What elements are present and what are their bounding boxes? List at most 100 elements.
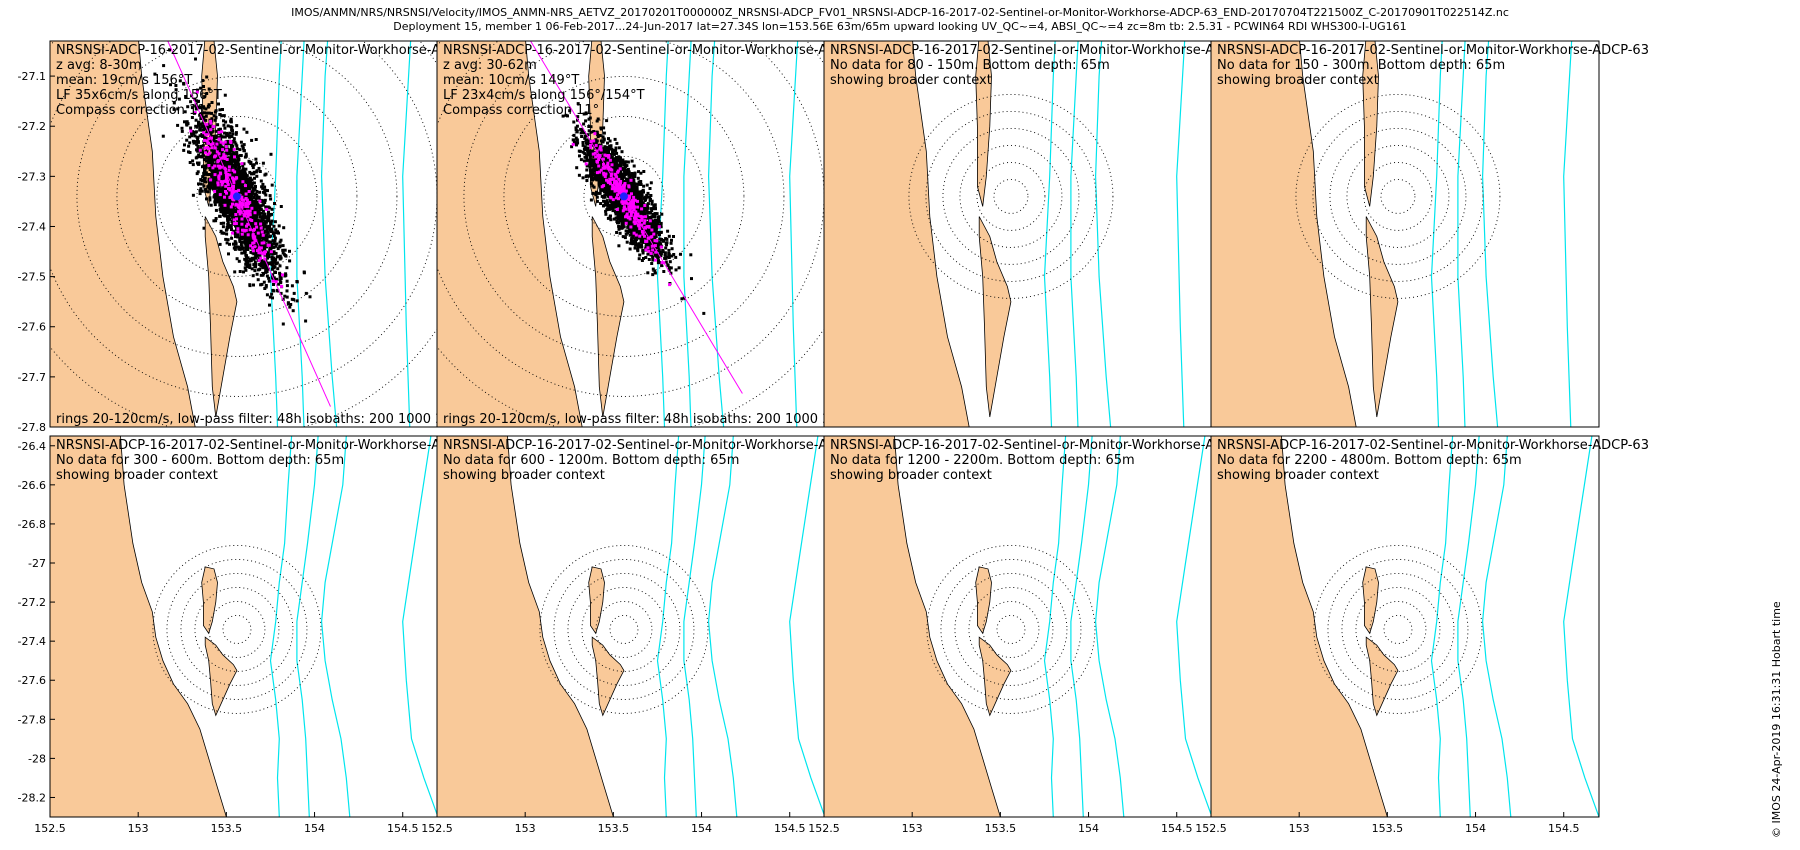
velocity-ring [976, 161, 1046, 231]
panel-text-line: No data for 300 - 600m. Bottom depth: 65… [56, 453, 344, 468]
mainland [1211, 436, 1388, 817]
deployment-info-line: Deployment 15, member 1 06-Feb-2017...24… [393, 20, 1407, 33]
mainland [824, 41, 970, 427]
isobath-0 [269, 436, 293, 817]
velocity-ring [968, 586, 1054, 672]
velocity-ring [1312, 110, 1484, 282]
x-tick-label: 154 [691, 822, 712, 835]
panel-text-line: NRSNSI-ADCP-16-2017-02-Sentinel-or-Monit… [830, 438, 1262, 453]
isobath-1 [1070, 41, 1079, 427]
panel-text-line: NRSNSI-ADCP-16-2017-02-Sentinel-or-Monit… [443, 438, 875, 453]
y-tick-label: -27.7 [18, 371, 46, 384]
axes-frame [1210, 435, 1600, 818]
mainland [437, 436, 614, 817]
y-tick-label: -27.4 [18, 220, 46, 233]
y-tick-label: -27.8 [18, 421, 46, 434]
panel-text-line: NRSNSI-ADCP-16-2017-02-Sentinel-or-Monit… [56, 438, 488, 453]
velocity-ring [194, 586, 280, 672]
velocity-ring [954, 572, 1068, 686]
velocity-ring [1383, 614, 1413, 644]
panel-text-line: mean: 19cm/s 156°T [56, 73, 192, 88]
panel-text-line: Compass correction 11° [56, 103, 212, 118]
panel-text-line: showing broader context [56, 468, 218, 483]
y-tick-label: -28 [28, 752, 46, 765]
isobath-2 [1481, 41, 1499, 427]
velocity-ring [553, 558, 695, 700]
island [1365, 216, 1399, 418]
mainland [1211, 41, 1357, 427]
island [588, 566, 605, 635]
mainland [50, 41, 196, 427]
isobath-3 [402, 436, 438, 817]
panel-5: NRSNSI-ADCP-16-2017-02-Sentinel-or-Monit… [18, 435, 488, 835]
x-tick-label: 154.5 [1548, 822, 1580, 835]
mean-vector-marker [619, 192, 628, 201]
isobath-2 [1094, 436, 1125, 817]
velocity-ring [1295, 93, 1501, 299]
y-tick-label: -27.4 [18, 635, 46, 648]
velocity-ring [543, 115, 705, 277]
isobath-0 [1043, 436, 1067, 817]
x-tick-label: 154.5 [1161, 822, 1193, 835]
x-tick-label: 153.5 [985, 822, 1017, 835]
isobath-3 [789, 41, 799, 427]
velocity-ring [982, 600, 1040, 658]
island [204, 636, 238, 717]
velocity-ring [76, 41, 398, 357]
x-tick-label: 153 [128, 822, 149, 835]
x-tick-label: 152.5 [808, 822, 840, 835]
velocity-ring [581, 586, 667, 672]
panel-text-line: NRSNSI-ADCP-16-2017-02-Sentinel-or-Monit… [830, 43, 1262, 58]
panel-footer: rings 20-120cm/s, low-pass filter: 48h i… [443, 412, 905, 427]
isobath-2 [1094, 41, 1112, 427]
x-tick-label: 153 [902, 822, 923, 835]
plot-area [1211, 436, 1599, 817]
plot-area [1211, 41, 1573, 427]
velocity-ring [1355, 586, 1441, 672]
velocity-ring [1369, 600, 1427, 658]
velocity-ring [1363, 161, 1433, 231]
x-tick-label: 152.5 [34, 822, 66, 835]
velocity-ring [1341, 572, 1455, 686]
isobath-0 [1430, 436, 1454, 817]
isobath-1 [1457, 41, 1466, 427]
isobath-2 [1481, 436, 1512, 817]
isobath-0 [1430, 41, 1443, 427]
panel-text-line: No data for 80 - 150m. Bottom depth: 65m [830, 58, 1110, 73]
isobath-1 [296, 41, 305, 427]
panel-text-line: showing broader context [830, 73, 992, 88]
x-tick-label: 153 [1289, 822, 1310, 835]
y-tick-label: -26.6 [18, 479, 46, 492]
panel-text-line: z avg: 30-62m [443, 58, 537, 73]
timestamp-credit: © IMOS 24-Apr-2019 16:31:31 Hobart time [1770, 601, 1783, 838]
panel-6: NRSNSI-ADCP-16-2017-02-Sentinel-or-Monit… [421, 435, 875, 835]
panel-text-line: z avg: 8-30m [56, 58, 142, 73]
island [591, 216, 625, 418]
isobath-0 [269, 41, 282, 427]
axes-frame [1210, 40, 1600, 428]
x-tick-label: 152.5 [421, 822, 453, 835]
velocity-ring [996, 614, 1026, 644]
island [978, 636, 1012, 717]
island [975, 41, 992, 207]
x-tick-label: 154.5 [387, 822, 419, 835]
file-path-line: IMOS/ANMN/NRS/NRSNSI/Velocity/IMOS_ANMN-… [291, 6, 1509, 19]
island [1362, 566, 1379, 635]
mean-vector-marker [232, 192, 241, 201]
panel-text-line: NRSNSI-ADCP-16-2017-02-Sentinel-or-Monit… [56, 43, 488, 58]
velocity-ring [156, 115, 318, 277]
island [978, 216, 1012, 418]
plot-area [437, 436, 825, 817]
velocity-ring [942, 127, 1080, 265]
isobath-2 [320, 436, 351, 817]
isobath-1 [1070, 436, 1093, 817]
panel-text-line: No data for 1200 - 2200m. Bottom depth: … [830, 453, 1135, 468]
plot-area [824, 41, 1186, 427]
velocity-ring [583, 155, 665, 237]
panel-text-line: showing broader context [443, 468, 605, 483]
panel-text-line: LF 23x4cm/s along 156°/154°T [443, 88, 645, 103]
isobath-3 [1176, 41, 1186, 427]
y-tick-label: -27.2 [18, 596, 46, 609]
velocity-ring [180, 572, 294, 686]
